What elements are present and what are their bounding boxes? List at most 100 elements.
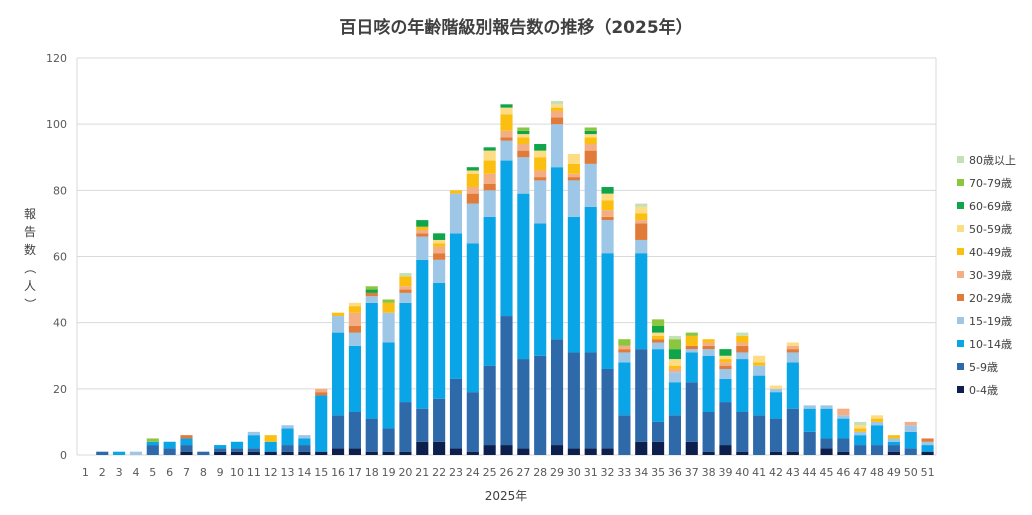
bar-segment [652,325,665,333]
bar-segment [129,451,143,455]
bar-segment [500,137,513,141]
bar-segment [281,428,294,446]
bar-segment [618,352,631,363]
bar-segment [904,425,917,432]
bar-segment [736,359,749,412]
bar-segment [550,339,564,446]
bar-segment [517,130,530,135]
bar-segment [550,110,564,118]
x-tick-label: 18 [365,466,379,479]
bar-segment [449,448,463,455]
bar-segment [921,445,934,452]
legend-label: 80歳以上 [969,154,1016,167]
bar-segment [433,239,446,244]
bar-segment [146,445,159,455]
bar-segment [399,302,412,403]
x-tick-label: 40 [735,466,749,479]
bar-segment [449,378,463,449]
bar-segment [719,402,732,446]
bar-segment [652,421,665,442]
bar-segment [685,335,698,346]
legend-swatch [957,156,964,163]
legend-label: 10-14歳 [969,338,1012,351]
bar-segment [550,445,564,455]
bar-segment [887,438,900,442]
bar-segment [382,302,395,313]
bar-segment [870,445,884,455]
x-tick-label: 2 [99,466,106,479]
x-tick-label: 31 [584,466,598,479]
bar-segment [348,302,361,307]
bar-segment [399,286,412,290]
bar-segment [483,150,496,161]
x-tick-label: 33 [617,466,631,479]
bar-segment [365,296,378,303]
bar-segment [365,451,378,455]
bar-segment [904,421,917,426]
bar-segment [534,180,547,224]
bar-segment [635,213,648,221]
bar-segment [870,418,884,422]
bar-segment [736,345,749,353]
bar-segment [281,425,294,429]
bar-segment [483,173,496,184]
x-tick-label: 34 [634,466,648,479]
bar-segment [500,130,513,138]
bar-segment [365,289,378,293]
y-tick-label: 60 [53,251,67,264]
bar-segment [264,435,277,442]
bar-segment [500,445,513,455]
bar-segment [433,243,446,247]
legend-label: 40-49歳 [969,246,1012,259]
bar-segment [635,223,648,240]
x-tick-label: 51 [921,466,935,479]
bar-segment [534,177,547,181]
y-axis-label-char: ） [23,298,37,310]
bar-segment [348,306,361,313]
bar-segment [702,451,715,455]
bar-segment [668,368,681,373]
bar-segment [854,428,867,432]
legend-swatch [957,386,964,393]
bar-segment [550,107,564,111]
bar-segment [820,405,833,409]
y-axis-label-char: （ [23,262,37,274]
legend-swatch [957,340,964,347]
bar-segment [635,206,648,214]
legend: 80歳以上 70-79歳 60-69歳 50-59歳 40-49歳 30-39歳 20-29… [957,154,1016,397]
bar-segment [668,415,681,455]
bar-segment [685,382,698,442]
x-tick-label: 14 [297,466,311,479]
x-tick-label: 49 [887,466,901,479]
bar-segment [618,349,631,353]
bar-segment [635,349,648,442]
bar-segment [736,451,749,455]
bar-segment [399,276,412,287]
bar-segment [230,441,244,449]
bar-segment [904,448,917,455]
bar-segment [449,233,463,379]
bar-segment [601,210,614,217]
x-tick-label: 20 [398,466,412,479]
x-tick-label: 45 [820,466,834,479]
bar-segment [466,451,479,455]
bar-segment [332,316,345,333]
bar-segment [601,368,614,449]
x-tick-label: 42 [769,466,783,479]
x-tick-label: 37 [685,466,699,479]
bar-segment [180,445,193,452]
bar-segment [668,339,681,350]
bar-segment [668,382,681,416]
bar-segment [635,441,648,455]
bar-segment [870,415,884,419]
bar-segment [483,365,496,446]
bar-segment [281,451,294,455]
bar-segment [567,180,580,217]
legend-label: 50-59歳 [969,223,1012,236]
bar-segment [635,239,648,254]
bar-segment [517,193,530,360]
bar-segment [247,431,260,436]
bar-segment [584,134,597,138]
bar-segment [298,435,311,439]
